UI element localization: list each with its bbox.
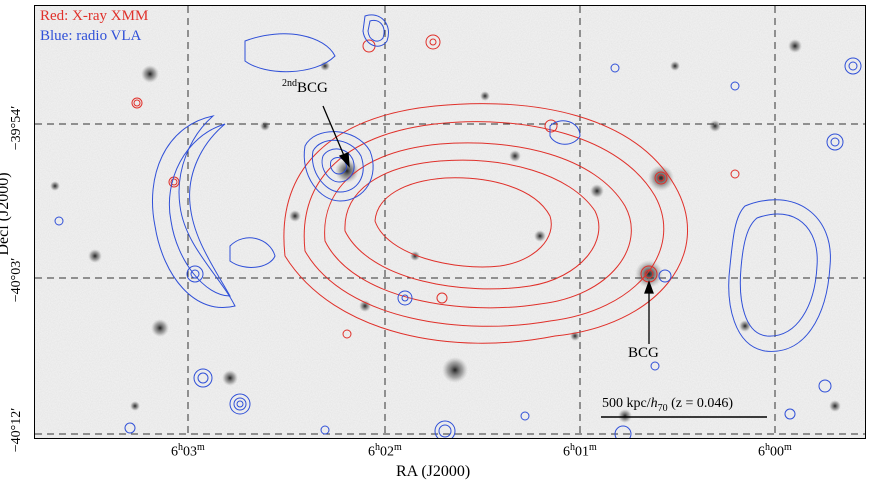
sky-image-panel [34,5,866,439]
legend-radio: Blue: radio VLA [40,28,142,44]
x-tick-0603: 6h03m [171,442,205,460]
scale-label: 500 kpc/h70 (z = 0.046) [602,396,734,414]
x-tick-0600: 6h00m [758,442,792,460]
xray-contours [131,34,740,344]
y-axis-label: Decl (J2000) [0,172,12,256]
x-tick-0602: 6h02m [368,442,402,460]
y-tick-3954: −39°54′ [9,105,24,151]
sources [50,39,841,423]
y-tick-4012: −40°12′ [9,407,24,453]
x-tick-0601: 6h01m [563,442,597,460]
second-bcg-label: 2ndBCG [282,78,328,96]
contour-overlay [35,6,865,438]
annotation-arrows [322,105,654,344]
radio-contours [54,14,862,438]
x-axis-label: RA (J2000) [396,463,471,480]
bcg-label: BCG [628,345,659,361]
legend-xray: Red: X-ray XMM [40,8,149,24]
